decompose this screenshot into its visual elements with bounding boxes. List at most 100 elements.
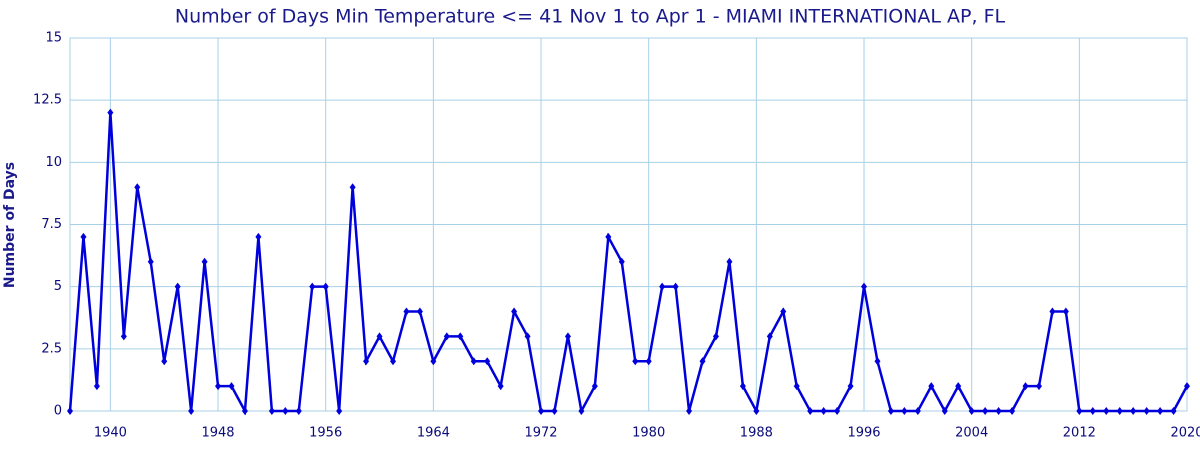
data-point: [632, 357, 639, 366]
data-point: [255, 232, 262, 241]
data-point: [484, 357, 491, 366]
data-point: [457, 332, 464, 341]
x-tick-label: 1980: [632, 426, 665, 441]
data-point: [416, 307, 423, 316]
data-point: [336, 407, 343, 415]
y-tick-label: 2.5: [41, 341, 62, 356]
data-point: [968, 407, 975, 415]
data-point: [1035, 382, 1042, 391]
data-point: [1049, 307, 1056, 316]
y-tick-label: 12.5: [33, 93, 62, 108]
data-point: [645, 357, 652, 366]
data-point: [443, 332, 450, 341]
data-point: [834, 407, 841, 415]
y-tick-label: 0: [54, 404, 62, 419]
data-point: [309, 282, 316, 291]
data-point: [699, 357, 706, 366]
data-point: [914, 407, 921, 415]
data-point: [928, 382, 935, 391]
data-point: [1089, 407, 1096, 415]
x-tick-label: 2004: [955, 426, 988, 441]
data-point: [188, 407, 195, 415]
data-point: [712, 332, 719, 341]
x-tick-label: 1996: [847, 426, 880, 441]
data-point: [1062, 307, 1069, 316]
data-point: [1143, 407, 1150, 415]
y-tick-label: 15: [45, 31, 62, 46]
y-tick-label: 10: [45, 155, 62, 170]
data-point: [524, 332, 531, 341]
data-point: [605, 232, 612, 241]
y-tick-label: 7.5: [41, 217, 62, 232]
data-point: [659, 282, 666, 291]
data-point: [578, 407, 585, 415]
data-point: [618, 257, 625, 266]
data-point: [1022, 382, 1029, 391]
data-point: [672, 282, 679, 291]
data-point: [861, 282, 868, 291]
data-point: [215, 382, 222, 391]
data-point: [67, 407, 73, 415]
data-point: [887, 407, 894, 415]
data-point: [376, 332, 383, 341]
x-tick-label: 1956: [309, 426, 342, 441]
data-point: [1009, 407, 1016, 415]
data-point: [268, 407, 275, 415]
data-point: [739, 382, 746, 391]
x-tick-label: 1988: [740, 426, 773, 441]
data-point: [228, 382, 235, 391]
data-point: [1157, 407, 1164, 415]
data-point: [511, 307, 518, 316]
data-point: [470, 357, 477, 366]
data-point: [538, 407, 545, 415]
y-tick-label: 5: [54, 279, 62, 294]
data-point: [847, 382, 854, 391]
data-point: [241, 407, 248, 415]
data-point: [120, 332, 127, 341]
data-point: [941, 407, 948, 415]
data-point: [295, 407, 302, 415]
data-point: [780, 307, 787, 316]
x-tick-label: 2020: [1170, 426, 1200, 441]
x-tick-label: 1948: [201, 426, 234, 441]
x-tick-label: 2012: [1063, 426, 1096, 441]
data-point: [80, 232, 87, 241]
data-point: [107, 108, 114, 117]
data-point: [1170, 407, 1177, 415]
x-tick-label: 1964: [417, 426, 450, 441]
data-point: [564, 332, 571, 341]
data-point: [820, 407, 827, 415]
data-point: [282, 407, 289, 415]
data-point: [807, 407, 814, 415]
data-point: [793, 382, 800, 391]
data-point: [995, 407, 1002, 415]
data-point: [955, 382, 962, 391]
data-point: [1103, 407, 1110, 415]
data-point: [901, 407, 908, 415]
data-point: [1184, 382, 1190, 391]
data-point: [753, 407, 760, 415]
data-point: [726, 257, 733, 266]
data-point: [174, 282, 181, 291]
data-point: [403, 307, 410, 316]
data-point: [1116, 407, 1123, 415]
data-point: [363, 357, 370, 366]
data-point: [1076, 407, 1083, 415]
data-point: [686, 407, 693, 415]
data-point: [591, 382, 598, 391]
data-point: [93, 382, 100, 391]
chart-title: Number of Days Min Temperature <= 41 Nov…: [175, 6, 1006, 28]
data-point: [389, 357, 396, 366]
data-point: [551, 407, 558, 415]
data-point: [874, 357, 881, 366]
data-point: [1130, 407, 1137, 415]
y-axis-label: Number of Days: [2, 162, 18, 288]
data-point: [147, 257, 154, 266]
data-point: [982, 407, 989, 415]
data-point: [134, 183, 141, 192]
data-point: [349, 183, 356, 192]
data-line: [68, 112, 1189, 416]
data-point: [497, 382, 504, 391]
data-point: [322, 282, 329, 291]
